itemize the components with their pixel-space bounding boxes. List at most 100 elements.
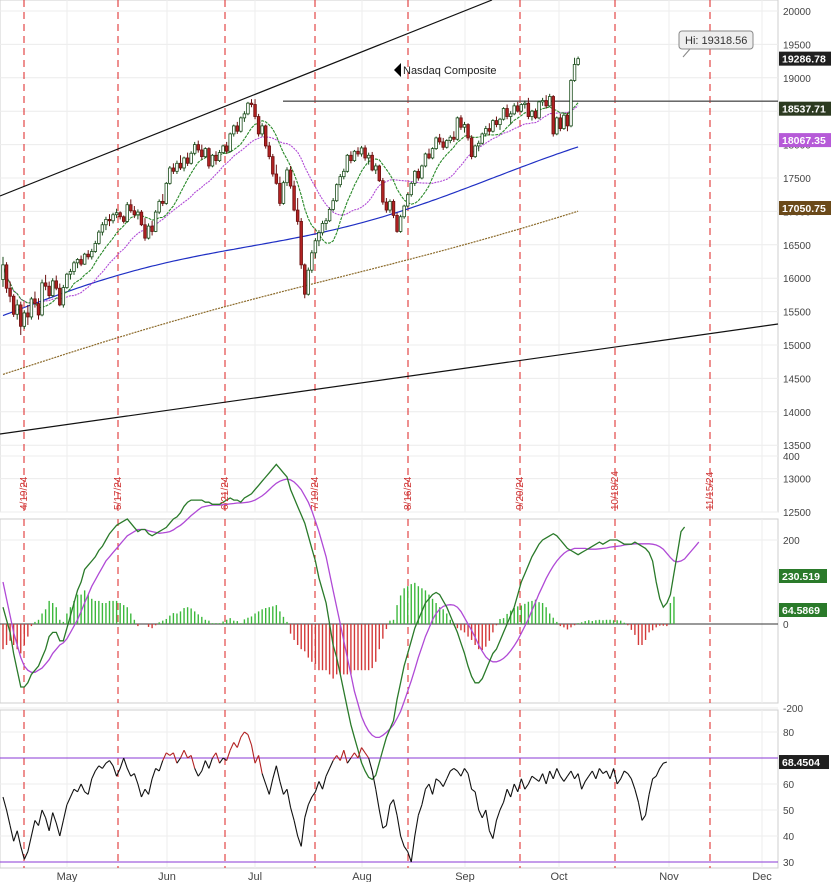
rsi-line-segment — [368, 757, 373, 772]
date-marker-label: 6/21/24 — [220, 476, 231, 510]
rsi-line-segment — [219, 757, 224, 764]
rsi-line-segment — [286, 789, 292, 808]
rsi-line-segment — [478, 809, 483, 819]
date-marker-label: 8/16/24 — [403, 476, 414, 510]
macd-value-label: 64.5869 — [782, 605, 820, 617]
rsi-line-segment — [659, 762, 664, 769]
ma50-line — [2, 146, 579, 317]
rsi-line-segment — [382, 825, 387, 829]
candle — [324, 218, 328, 231]
month-label: Jul — [248, 871, 262, 882]
price-axis-tick: 16500 — [783, 241, 811, 252]
rsi-line-segment — [627, 773, 632, 780]
rsi-line-segment — [570, 770, 576, 780]
candle — [377, 164, 381, 183]
candle — [65, 272, 69, 289]
candle — [104, 216, 108, 231]
rsi-line-segment — [240, 731, 245, 738]
candle — [4, 262, 9, 293]
rsi-line-segment — [435, 778, 440, 782]
candle — [75, 258, 80, 269]
candle — [405, 192, 410, 208]
rsi-line-segment — [155, 767, 160, 772]
rsi-line-segment — [140, 788, 146, 798]
rsi-line-segment — [474, 791, 480, 811]
rsi-line-segment — [613, 768, 618, 785]
rsi-line-segment — [357, 747, 363, 759]
candle — [576, 56, 580, 66]
candle — [466, 123, 470, 141]
rsi-line-segment — [527, 775, 533, 785]
rsi-line-segment — [233, 742, 238, 748]
rsi-line-segment — [130, 773, 135, 777]
candle — [416, 168, 421, 181]
macd-value-label: 230.519 — [782, 571, 820, 583]
rsi-line-segment — [165, 752, 171, 756]
rsi-line-segment — [55, 822, 61, 837]
rsi-line-segment — [524, 783, 529, 790]
candle — [320, 220, 325, 236]
rsi-line-segment — [336, 755, 341, 761]
candle — [22, 310, 26, 329]
rsi-line-segment — [577, 773, 583, 790]
candle — [384, 198, 389, 213]
candle — [533, 108, 538, 120]
rsi-line-segment — [151, 768, 157, 779]
rsi-line-segment — [545, 770, 551, 785]
candle — [374, 163, 378, 174]
price-axis-tick: 13500 — [783, 441, 811, 452]
rsi-line-segment — [371, 770, 377, 790]
rsi-line-segment — [346, 757, 352, 764]
rsi-line-segment — [247, 734, 253, 746]
candle — [338, 173, 342, 188]
rsi-line-segment — [197, 770, 203, 777]
candle — [430, 147, 435, 160]
date-marker-label: 9/20/24 — [515, 476, 526, 510]
price-tag: 19286.78 — [779, 51, 831, 66]
candle — [285, 167, 289, 187]
rsi-line-segment — [244, 731, 249, 736]
month-label: Aug — [352, 871, 372, 882]
candle — [267, 141, 271, 160]
rsi-line-segment — [591, 770, 597, 780]
rsi-line-segment — [105, 760, 110, 764]
rsi-line-segment — [6, 809, 11, 826]
candle — [398, 214, 403, 233]
rsi-line-segment — [634, 789, 639, 803]
candle — [8, 281, 12, 303]
rsi-line-segment — [201, 760, 206, 772]
rsi-line-segment — [325, 768, 331, 777]
candle — [487, 123, 492, 136]
candle — [79, 255, 83, 267]
rsi-line-segment — [563, 775, 568, 782]
rsi-line-segment — [179, 749, 185, 759]
rsi-line-segment — [520, 778, 526, 790]
rsi-line-segment — [94, 765, 100, 772]
candle — [97, 230, 101, 245]
candle — [239, 116, 243, 133]
rsi-line-segment — [392, 799, 398, 816]
price-axis-tick: 16000 — [783, 274, 811, 285]
rsi-line-segment — [258, 755, 263, 774]
candle — [178, 155, 183, 170]
candle — [342, 168, 346, 180]
candle — [153, 210, 158, 233]
rsi-line-segment — [410, 835, 416, 863]
candle — [501, 107, 506, 121]
rsi-line-segment — [542, 773, 547, 785]
lower-trendline — [0, 323, 779, 435]
rsi-line-segment — [595, 768, 600, 779]
rsi-line-segment — [172, 752, 178, 764]
candle — [51, 278, 55, 297]
rsi-line-segment — [162, 752, 167, 761]
rsi-line-segment — [80, 783, 86, 793]
price-axis-tick: 13000 — [783, 475, 811, 486]
price-panel-frame — [0, 0, 779, 513]
candle — [11, 294, 16, 317]
rsi-line-segment — [144, 788, 150, 795]
candle — [33, 291, 37, 308]
rsi-axis-tick: 30 — [783, 858, 795, 869]
rsi-line-segment — [123, 757, 128, 769]
rsi-line-segment — [389, 799, 394, 806]
